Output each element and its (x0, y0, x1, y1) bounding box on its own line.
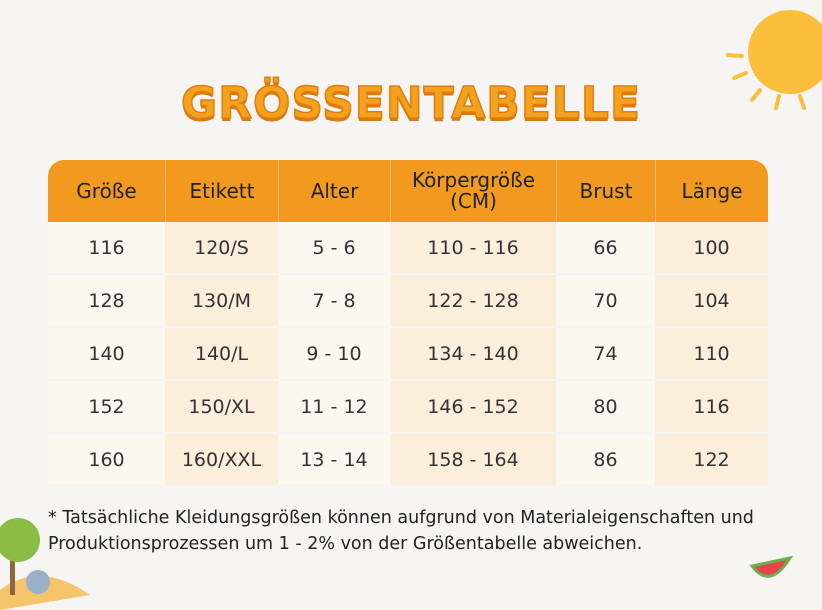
table-cell: 13 - 14 (278, 434, 390, 487)
header-cell: Körpergröße (CM) (390, 160, 556, 222)
header-bg (48, 160, 768, 222)
table-cell: 80 (556, 381, 655, 434)
table-cell: 110 - 116 (390, 222, 556, 275)
table-cell: 104 (655, 275, 768, 328)
table-cell: 86 (556, 434, 655, 487)
table-cell: 70 (556, 275, 655, 328)
table-cell: 146 - 152 (390, 381, 556, 434)
table-cell: 66 (556, 222, 655, 275)
table-cell: 128 (48, 275, 165, 328)
table-cell: 122 - 128 (390, 275, 556, 328)
footnote: * Tatsächliche Kleidungsgrößen können au… (48, 508, 754, 554)
table-cell: 9 - 10 (278, 328, 390, 381)
rock (26, 570, 50, 594)
table-cell: 122 (655, 434, 768, 487)
table-cell: 140 (48, 328, 165, 381)
table-cell: 100 (655, 222, 768, 275)
header-cell: Etikett (165, 160, 278, 222)
table-cell: 160 (48, 434, 165, 487)
table-cell: 152 (48, 381, 165, 434)
table-cell: 7 - 8 (278, 275, 390, 328)
table-cell: 150/XL (165, 381, 278, 434)
title: GRÖSSENTABELLE (180, 77, 642, 130)
table-cell: 158 - 164 (390, 434, 556, 487)
table-cell: 110 (655, 328, 768, 381)
table-cell: 140/L (165, 328, 278, 381)
table-cell: 134 - 140 (390, 328, 556, 381)
header-cell: Alter (278, 160, 390, 222)
watermelon (749, 555, 794, 578)
sun (748, 10, 822, 94)
tree-trunk (10, 545, 15, 595)
hill (0, 576, 90, 610)
table-cell: 116 (655, 381, 768, 434)
sun-rays (726, 53, 806, 110)
table-cell: 5 - 6 (278, 222, 390, 275)
header-cell: Größe (76, 178, 137, 203)
table-cell: 160/XXL (165, 434, 278, 487)
table-cell: 130/M (165, 275, 278, 328)
table-cell: 116 (48, 222, 165, 275)
table-cell: 74 (556, 328, 655, 381)
table-cell: 120/S (165, 222, 278, 275)
table-cell: 11 - 12 (278, 381, 390, 434)
tree (0, 518, 40, 562)
header-cell: Brust (556, 160, 655, 222)
header-cell: Länge (655, 160, 768, 222)
